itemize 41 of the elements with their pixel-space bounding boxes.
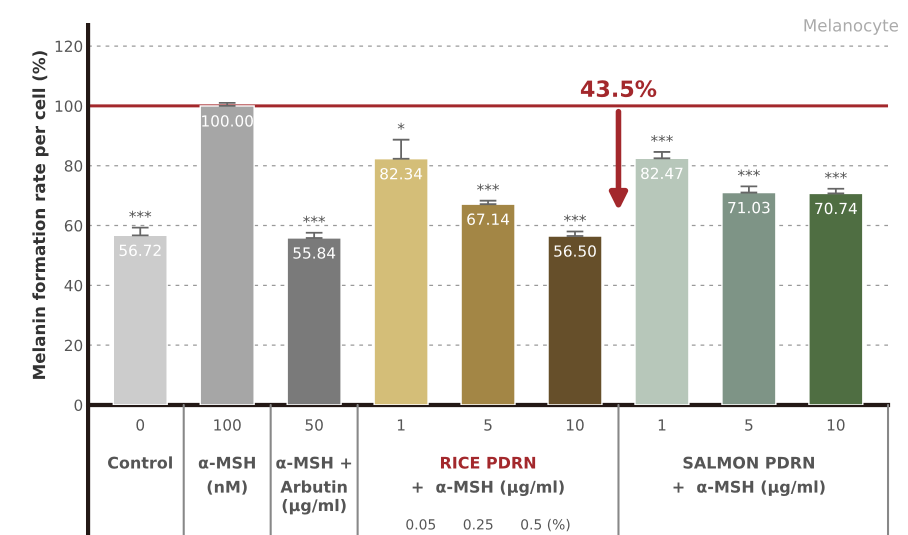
annotation: *** <box>303 216 326 223</box>
text: RICE PDRN + α-MSH (μg/ml) <box>412 456 564 496</box>
data-label: 82.34 <box>380 168 422 180</box>
annotation: *** <box>824 172 847 179</box>
y-axis-title: Melanin formation rate per cell (%) <box>32 51 48 379</box>
annotation: *** <box>564 214 586 222</box>
y-tick-label: 20 <box>64 340 82 352</box>
y-tick-label: 80 <box>64 160 82 172</box>
text: SALMON PDRN + α-MSH (μg/ml) <box>674 456 825 496</box>
data-label: 56.50 <box>554 245 596 257</box>
annotation: *** <box>650 135 673 142</box>
data-label: 71.03 <box>728 202 770 214</box>
data-label: 100.00 <box>202 115 253 127</box>
text: α-MSH + Arbutin (μg/ml) <box>276 456 352 515</box>
y-tick-label: 120 <box>56 40 82 52</box>
x-tick-label: 5 <box>484 419 492 431</box>
x-tick-label: 10 <box>566 419 584 431</box>
text: α-MSH (nM) <box>198 456 255 495</box>
data-label: 67.14 <box>467 213 510 225</box>
x-tick-label: 5 <box>745 419 752 431</box>
text: Control <box>108 456 172 469</box>
x-tick-label: 50 <box>306 419 323 431</box>
annotation: * <box>398 122 404 130</box>
annotation: *** <box>738 169 760 176</box>
annotation: *** <box>477 184 500 191</box>
y-tick-label: 0 <box>74 399 82 412</box>
y-tick-label: 100 <box>56 100 82 112</box>
annotation: *** <box>129 210 152 218</box>
x-tick-label: 0 <box>136 419 144 431</box>
text: 0.05 0.25 0.5 (%) <box>406 518 570 532</box>
y-tick-label: 40 <box>64 280 82 292</box>
data-label: 55.84 <box>293 247 336 259</box>
x-tick-label: 1 <box>658 419 666 430</box>
x-tick-label: 10 <box>828 419 845 431</box>
data-label: 70.74 <box>815 202 857 214</box>
annotation: 43.5% <box>580 80 656 98</box>
y-tick-label: 60 <box>64 220 82 232</box>
annotation: Melanocyte <box>804 18 898 35</box>
x-tick-label: 100 <box>214 419 241 431</box>
x-tick-label: 1 <box>398 419 405 430</box>
data-label: 82.47 <box>641 168 683 180</box>
